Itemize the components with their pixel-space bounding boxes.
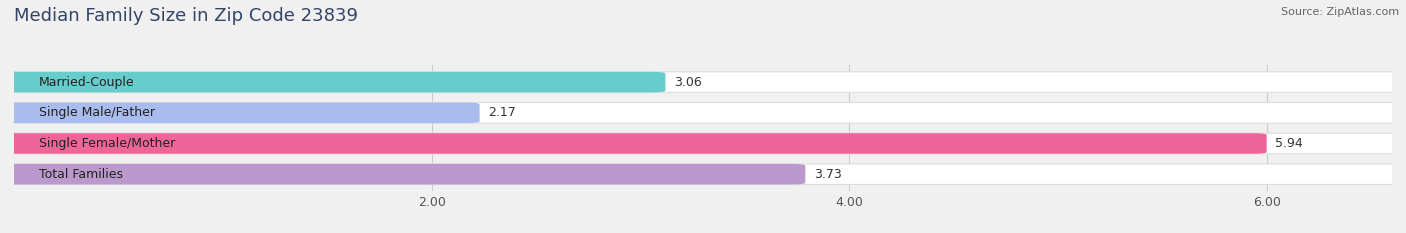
FancyBboxPatch shape (1, 103, 1405, 123)
FancyBboxPatch shape (1, 133, 1267, 154)
FancyBboxPatch shape (1, 103, 479, 123)
FancyBboxPatch shape (1, 72, 1405, 93)
Text: 3.73: 3.73 (814, 168, 841, 181)
Text: Married-Couple: Married-Couple (39, 76, 135, 89)
Text: Source: ZipAtlas.com: Source: ZipAtlas.com (1281, 7, 1399, 17)
FancyBboxPatch shape (1, 133, 1405, 154)
Text: Median Family Size in Zip Code 23839: Median Family Size in Zip Code 23839 (14, 7, 359, 25)
Text: Single Male/Father: Single Male/Father (39, 106, 155, 119)
Text: Total Families: Total Families (39, 168, 124, 181)
Text: 5.94: 5.94 (1275, 137, 1303, 150)
FancyBboxPatch shape (1, 164, 1405, 185)
Text: Single Female/Mother: Single Female/Mother (39, 137, 176, 150)
Text: 2.17: 2.17 (488, 106, 516, 119)
Text: 3.06: 3.06 (673, 76, 702, 89)
FancyBboxPatch shape (1, 72, 665, 93)
FancyBboxPatch shape (1, 164, 806, 185)
